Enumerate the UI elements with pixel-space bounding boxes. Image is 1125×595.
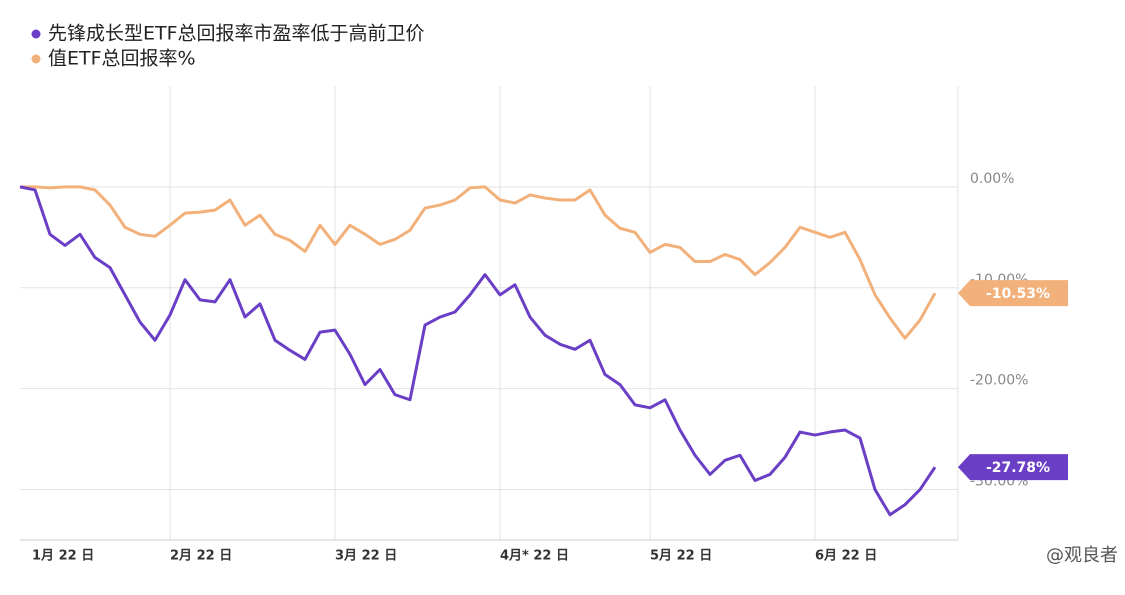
x-tick-label: 4月* 22 日 bbox=[500, 549, 569, 564]
series-line bbox=[20, 185, 937, 340]
x-tick-label: 5月 22 日 bbox=[650, 549, 712, 564]
end-label-tag bbox=[958, 454, 1068, 481]
x-tick-label: 6月 22 日 bbox=[815, 549, 877, 564]
x-tick-label: 3月 22 日 bbox=[335, 549, 397, 564]
series-line bbox=[19, 185, 937, 517]
end-label: -10.53% bbox=[986, 286, 1050, 302]
legend-marker bbox=[31, 54, 41, 64]
y-tick-label: -20.00% bbox=[970, 373, 1028, 389]
x-tick-label: 1月 22 日 bbox=[32, 549, 94, 564]
y-tick-label: 0.00% bbox=[970, 171, 1014, 187]
legend-label: 值ETF总回报率% bbox=[48, 48, 196, 70]
x-tick-label: 2月 22 日 bbox=[170, 549, 232, 564]
legend-label: 先锋成长型ETF总回报率市盈率低于高前卫价 bbox=[48, 23, 425, 45]
watermark: @观良者 bbox=[1046, 545, 1118, 566]
end-label: -27.78% bbox=[986, 460, 1050, 476]
end-label-tag bbox=[958, 280, 1068, 307]
legend-marker bbox=[31, 29, 41, 39]
